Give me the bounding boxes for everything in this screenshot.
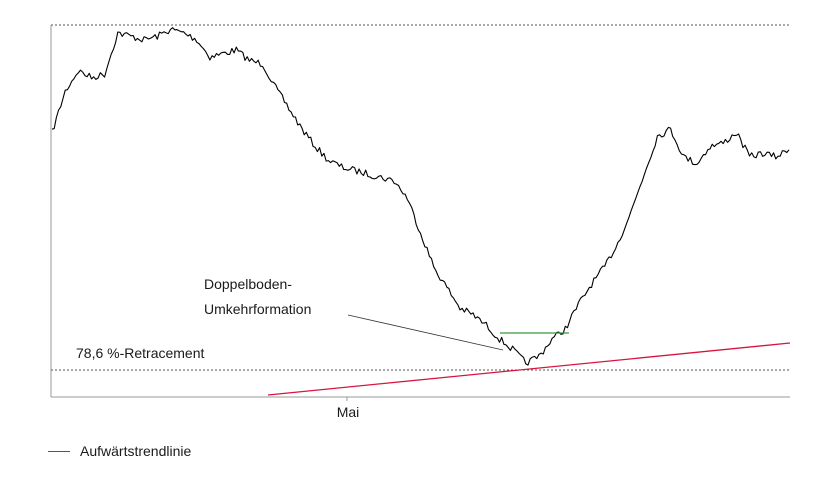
legend: Aufwärtstrendlinie (48, 443, 191, 459)
annotation-pointer (347, 314, 504, 351)
price-series-line (51, 27, 790, 366)
price-chart: 78,6 %-Retracement Doppelboden- Umkehrform… (50, 24, 791, 420)
chart-axes (50, 25, 790, 401)
pattern-label-line2: Umkehrformation (204, 301, 311, 317)
retracement-label: 78,6 %-Retracement (76, 345, 205, 361)
uptrend-line (267, 342, 791, 396)
legend-label-trendline: Aufwärtstrendlinie (80, 443, 192, 459)
chart-guides (51, 24, 790, 371)
pattern-label-line1: Doppelboden- (204, 276, 292, 292)
chart-labels: 78,6 %-Retracement Doppelboden- Umkehrform… (76, 276, 359, 420)
chart-overlays (267, 314, 791, 396)
legend-swatch-trendline (48, 450, 70, 452)
chart-series (51, 27, 790, 366)
x-tick-label-mai: Mai (337, 404, 360, 420)
